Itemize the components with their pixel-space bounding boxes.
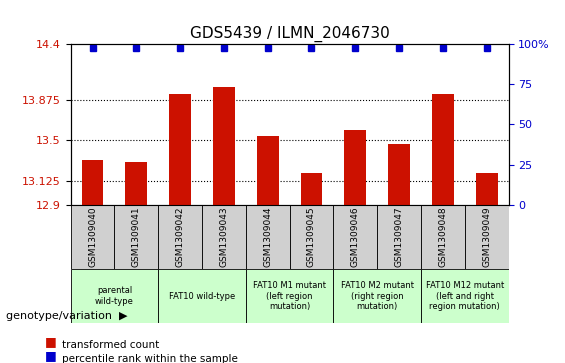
Text: FAT10 M1 mutant
(left region
mutation): FAT10 M1 mutant (left region mutation) bbox=[253, 281, 326, 311]
Text: FAT10 M12 mutant
(left and right
region mutation): FAT10 M12 mutant (left and right region … bbox=[425, 281, 504, 311]
Text: GSM1309045: GSM1309045 bbox=[307, 207, 316, 268]
FancyBboxPatch shape bbox=[421, 269, 508, 323]
FancyBboxPatch shape bbox=[158, 205, 202, 269]
Text: percentile rank within the sample: percentile rank within the sample bbox=[62, 354, 238, 363]
Title: GDS5439 / ILMN_2046730: GDS5439 / ILMN_2046730 bbox=[190, 26, 389, 42]
Bar bbox=[257, 136, 279, 205]
Text: FAT10 M2 mutant
(right region
mutation): FAT10 M2 mutant (right region mutation) bbox=[341, 281, 414, 311]
Text: FAT10 wild-type: FAT10 wild-type bbox=[169, 292, 235, 301]
Bar bbox=[476, 172, 498, 205]
FancyBboxPatch shape bbox=[202, 205, 246, 269]
Text: GSM1309047: GSM1309047 bbox=[394, 207, 403, 268]
Text: GSM1309041: GSM1309041 bbox=[132, 207, 141, 268]
FancyBboxPatch shape bbox=[333, 205, 377, 269]
FancyBboxPatch shape bbox=[464, 205, 508, 269]
Text: ■: ■ bbox=[45, 349, 57, 362]
Bar bbox=[388, 143, 410, 205]
Text: GSM1309048: GSM1309048 bbox=[438, 207, 447, 268]
Text: parental
wild-type: parental wild-type bbox=[95, 286, 134, 306]
Bar bbox=[432, 94, 454, 205]
Text: GSM1309042: GSM1309042 bbox=[176, 207, 185, 267]
FancyBboxPatch shape bbox=[377, 205, 421, 269]
Bar bbox=[301, 172, 323, 205]
Bar bbox=[344, 130, 366, 205]
Text: ■: ■ bbox=[45, 335, 57, 348]
FancyBboxPatch shape bbox=[114, 205, 158, 269]
FancyBboxPatch shape bbox=[421, 205, 464, 269]
Text: transformed count: transformed count bbox=[62, 340, 159, 350]
FancyBboxPatch shape bbox=[246, 269, 333, 323]
FancyBboxPatch shape bbox=[246, 205, 289, 269]
Bar bbox=[125, 162, 147, 205]
FancyBboxPatch shape bbox=[71, 205, 114, 269]
Text: genotype/variation  ▶: genotype/variation ▶ bbox=[6, 311, 127, 321]
Text: GSM1309043: GSM1309043 bbox=[219, 207, 228, 268]
Text: GSM1309040: GSM1309040 bbox=[88, 207, 97, 268]
Bar bbox=[81, 160, 103, 205]
FancyBboxPatch shape bbox=[289, 205, 333, 269]
Text: GSM1309049: GSM1309049 bbox=[482, 207, 491, 268]
FancyBboxPatch shape bbox=[158, 269, 246, 323]
Bar bbox=[213, 86, 235, 205]
FancyBboxPatch shape bbox=[333, 269, 421, 323]
FancyBboxPatch shape bbox=[71, 269, 158, 323]
Text: GSM1309046: GSM1309046 bbox=[351, 207, 360, 268]
Text: GSM1309044: GSM1309044 bbox=[263, 207, 272, 267]
Bar bbox=[169, 94, 191, 205]
